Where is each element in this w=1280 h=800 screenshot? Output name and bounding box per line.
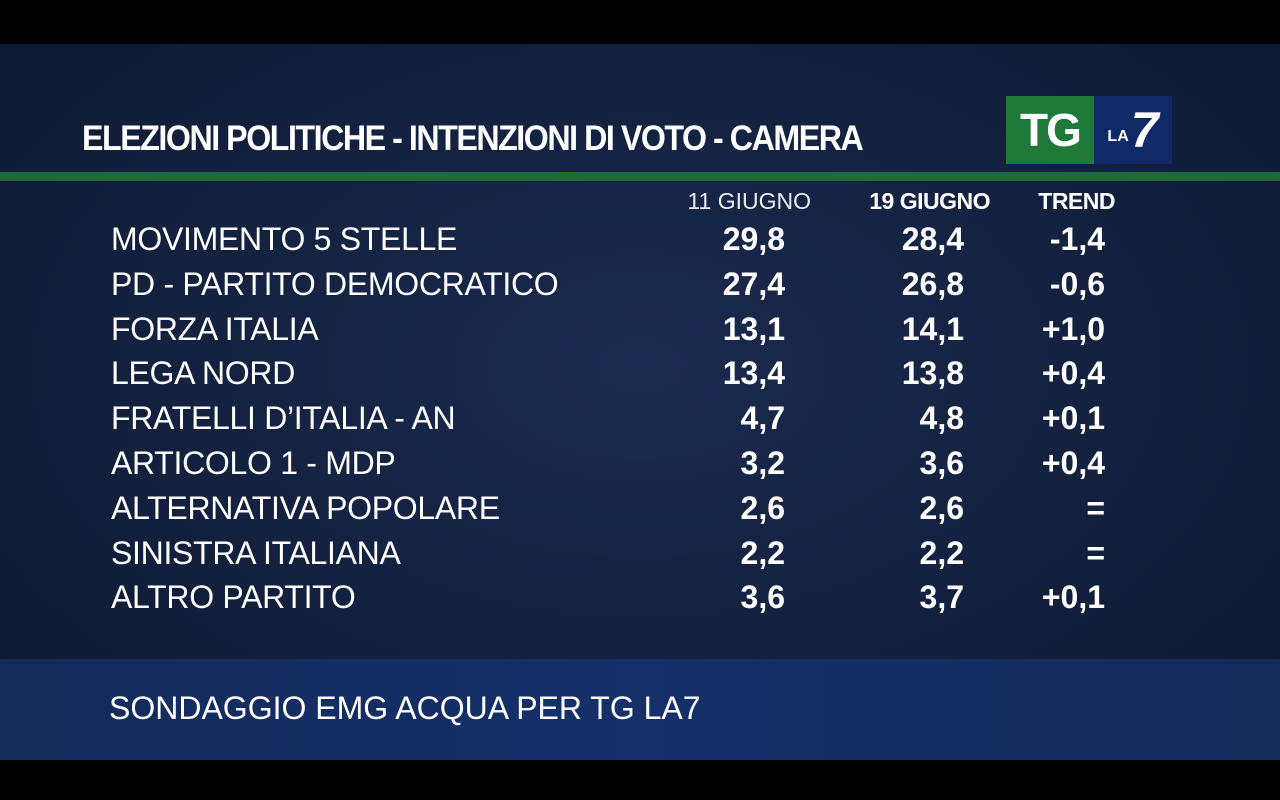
poll-table: MOVIMENTO 5 STELLE 29,8 28,4 -1,4 PD - PARTI… bbox=[0, 218, 1280, 621]
value-11-giugno: 13,4 bbox=[722, 355, 785, 392]
trend-value: +0,1 bbox=[1041, 400, 1105, 437]
table-row: ALTERNATIVA POPOLARE 2,6 2,6 = bbox=[0, 487, 1280, 532]
table-row: SINISTRA ITALIANA 2,2 2,2 = bbox=[0, 532, 1280, 577]
footer-band bbox=[0, 659, 1280, 760]
table-row: FRATELLI D’ITALIA - AN 4,7 4,8 +0,1 bbox=[0, 397, 1280, 442]
table-row: ALTRO PARTITO 3,6 3,7 +0,1 bbox=[0, 576, 1280, 621]
value-19-giugno: 2,2 bbox=[919, 534, 964, 571]
value-11-giugno: 3,2 bbox=[740, 444, 785, 481]
column-header-19-giugno: 19 GIUGNO bbox=[869, 188, 990, 214]
value-19-giugno: 13,8 bbox=[901, 355, 964, 392]
value-19-giugno: 14,1 bbox=[901, 310, 964, 347]
value-19-giugno: 3,6 bbox=[919, 444, 964, 481]
table-row: FORZA ITALIA 13,1 14,1 +1,0 bbox=[0, 308, 1280, 353]
chart-title: ELEZIONI POLITICHE - INTENZIONI DI VOTO … bbox=[82, 119, 864, 158]
trend-value: = bbox=[1086, 534, 1105, 571]
value-19-giugno: 3,7 bbox=[919, 579, 964, 616]
trend-value: -0,6 bbox=[1049, 265, 1105, 302]
tg-la7-logo: TG LA 7 bbox=[1006, 96, 1172, 164]
logo-seven: 7 bbox=[1130, 102, 1159, 158]
table-row: ARTICOLO 1 - MDP 3,2 3,6 +0,4 bbox=[0, 442, 1280, 487]
logo-la: LA bbox=[1107, 128, 1129, 145]
value-11-giugno: 13,1 bbox=[722, 310, 785, 347]
column-header-trend: TREND bbox=[1038, 188, 1115, 214]
column-header-11-giugno: 11 GIUGNO bbox=[687, 188, 811, 214]
logo-la7: LA 7 bbox=[1094, 96, 1172, 164]
trend-value: +0,4 bbox=[1041, 444, 1105, 481]
party-name: FORZA ITALIA bbox=[111, 310, 319, 347]
value-11-giugno: 29,8 bbox=[722, 221, 785, 257]
party-name: ARTICOLO 1 - MDP bbox=[111, 444, 396, 481]
trend-value: +1,0 bbox=[1041, 310, 1105, 347]
party-name: SINISTRA ITALIANA bbox=[111, 534, 401, 571]
value-11-giugno: 27,4 bbox=[722, 265, 785, 302]
value-19-giugno: 26,8 bbox=[901, 265, 964, 302]
value-11-giugno: 2,2 bbox=[740, 534, 785, 571]
party-name: ALTERNATIVA POPOLARE bbox=[111, 489, 500, 526]
logo-tg: TG bbox=[1006, 96, 1094, 164]
party-name: FRATELLI D’ITALIA - AN bbox=[111, 400, 456, 437]
value-11-giugno: 3,6 bbox=[740, 579, 785, 616]
party-name: LEGA NORD bbox=[111, 355, 296, 392]
party-name: PD - PARTITO DEMOCRATICO bbox=[111, 265, 559, 302]
title-divider bbox=[0, 172, 1280, 181]
value-11-giugno: 4,7 bbox=[740, 400, 785, 437]
trend-value: +0,4 bbox=[1041, 355, 1105, 392]
trend-value: +0,1 bbox=[1041, 579, 1105, 616]
table-row: PD - PARTITO DEMOCRATICO 27,4 26,8 -0,6 bbox=[0, 263, 1280, 308]
party-name: MOVIMENTO 5 STELLE bbox=[111, 221, 458, 257]
table-row: LEGA NORD 13,4 13,8 +0,4 bbox=[0, 352, 1280, 397]
value-19-giugno: 2,6 bbox=[919, 489, 964, 526]
value-19-giugno: 28,4 bbox=[901, 221, 964, 257]
trend-value: = bbox=[1086, 489, 1105, 526]
source-note: SONDAGGIO EMG ACQUA PER TG LA7 bbox=[109, 690, 701, 726]
trend-value: -1,4 bbox=[1049, 221, 1105, 257]
party-name: ALTRO PARTITO bbox=[111, 579, 356, 616]
table-row: MOVIMENTO 5 STELLE 29,8 28,4 -1,4 bbox=[0, 218, 1280, 263]
value-11-giugno: 2,6 bbox=[740, 489, 785, 526]
value-19-giugno: 4,8 bbox=[919, 400, 964, 437]
